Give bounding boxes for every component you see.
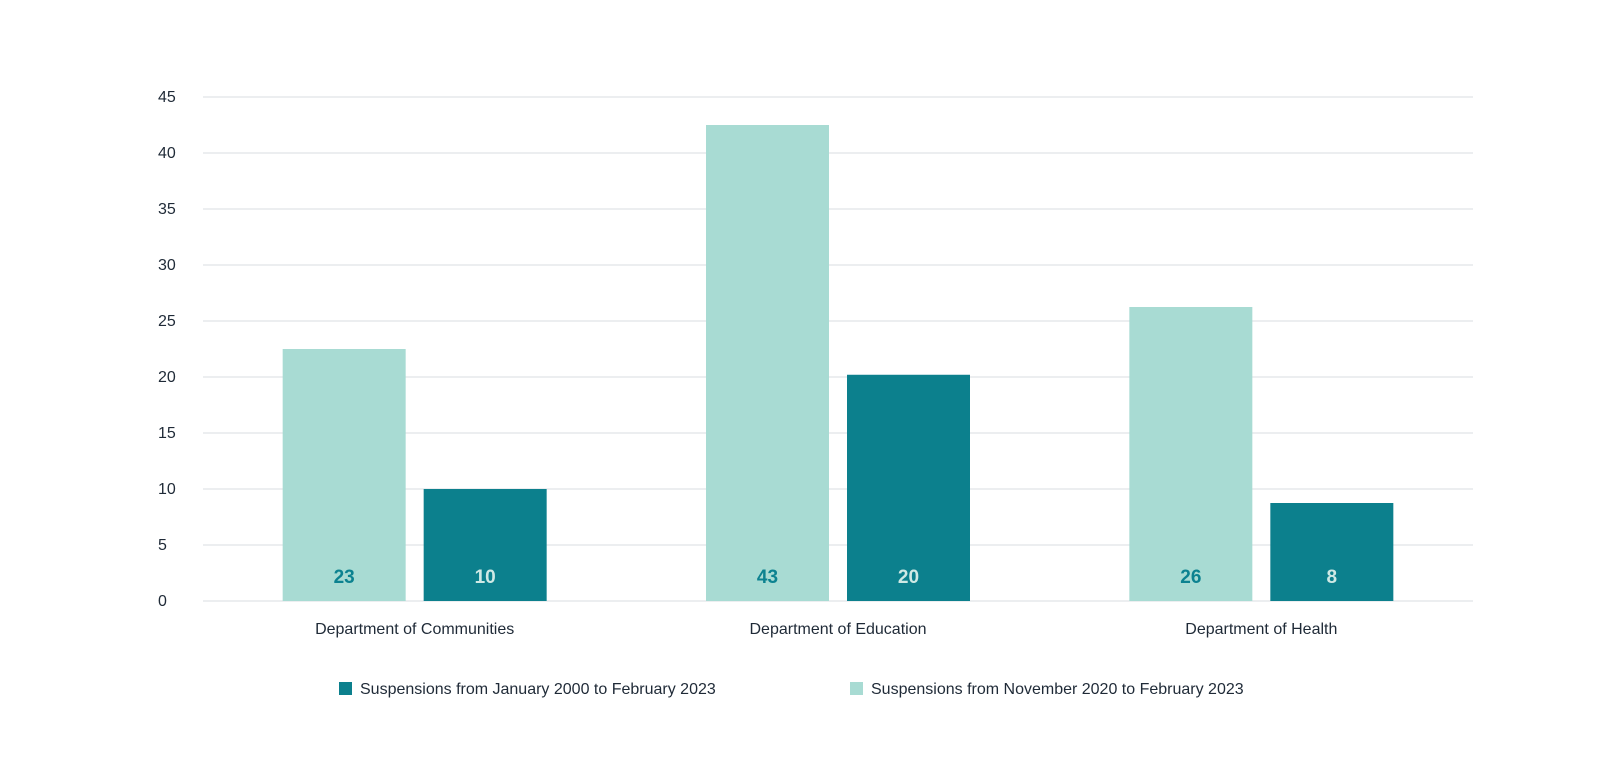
bar-value-label: 8 <box>1327 567 1338 588</box>
y-tick-label: 15 <box>158 425 176 442</box>
y-tick-label: 45 <box>158 89 176 106</box>
y-tick-label: 30 <box>158 257 176 274</box>
y-tick-label: 0 <box>158 593 167 610</box>
bar-value-label: 10 <box>475 567 496 588</box>
x-axis: Department of Communities Department of E… <box>315 621 1337 638</box>
bar-jan2000-feb2023 <box>423 489 547 601</box>
y-tick-label: 35 <box>158 201 176 218</box>
y-tick-label: 10 <box>158 481 176 498</box>
bar-value-label: 26 <box>1180 567 1201 588</box>
category-label: Department of Communities <box>315 621 514 638</box>
category-label: Department of Health <box>1185 621 1337 638</box>
y-tick-label: 25 <box>158 313 176 330</box>
bar-nov2020-feb2023 <box>1129 307 1253 601</box>
y-axis: 0 5 10 15 20 25 30 35 40 45 <box>158 89 176 610</box>
gridlines <box>203 96 1473 602</box>
bar-jan2000-feb2023 <box>847 374 970 601</box>
y-tick-label: 5 <box>158 537 167 554</box>
bars: 23 10 43 20 26 8 <box>282 125 1394 601</box>
category-label: Department of Education <box>750 621 927 638</box>
bar-value-label: 23 <box>334 567 355 588</box>
bar-value-label: 20 <box>898 567 919 588</box>
bar-jan2000-feb2023 <box>1270 503 1394 601</box>
bar-nov2020-feb2023 <box>282 349 406 601</box>
y-tick-label: 40 <box>158 145 176 162</box>
legend-label: Suspensions from January 2000 to Februar… <box>360 681 716 698</box>
legend-label: Suspensions from November 2020 to Februa… <box>871 681 1244 698</box>
legend-swatch <box>850 682 863 695</box>
y-tick-label: 20 <box>158 369 176 386</box>
legend-swatch <box>339 682 352 695</box>
legend: Suspensions from January 2000 to Februar… <box>339 681 1244 698</box>
bar-nov2020-feb2023 <box>706 125 829 601</box>
bar-value-label: 43 <box>757 567 778 588</box>
